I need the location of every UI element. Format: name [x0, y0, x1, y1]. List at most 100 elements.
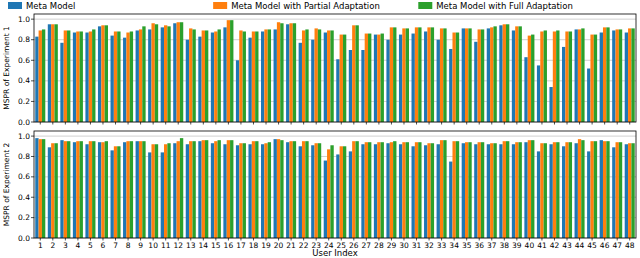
bar [205, 140, 208, 238]
x-tick-label: 11 [161, 241, 171, 250]
bar [427, 143, 430, 238]
bar [556, 142, 559, 238]
x-tick [165, 122, 166, 125]
y-tick-label: 0.2 [18, 213, 30, 222]
bar [493, 26, 496, 122]
x-tick-label: 46 [600, 241, 610, 250]
x-tick [316, 122, 317, 125]
bar [540, 31, 543, 122]
bar [562, 47, 565, 122]
bar [318, 143, 321, 238]
bar [612, 30, 615, 122]
bar [268, 29, 271, 122]
bar [268, 142, 271, 238]
bar [393, 27, 396, 122]
bar [377, 142, 380, 238]
bar [123, 38, 126, 122]
x-tick-label: 37 [487, 241, 497, 250]
bar [519, 142, 522, 238]
bar [340, 146, 343, 238]
bar [105, 141, 108, 238]
bar [227, 20, 230, 122]
bar [218, 29, 221, 122]
bar [167, 143, 170, 238]
bar [274, 139, 277, 238]
x-tick [328, 122, 329, 125]
bar [462, 28, 465, 122]
bar [443, 28, 446, 122]
bar [553, 142, 556, 238]
bar [35, 138, 38, 238]
x-tick [567, 122, 568, 125]
x-tick-label: 42 [550, 241, 560, 250]
bar [236, 145, 239, 238]
bar [117, 31, 120, 122]
bar [155, 144, 158, 238]
x-tick-label: 44 [575, 241, 585, 250]
x-tick [617, 122, 618, 125]
bar [619, 142, 622, 238]
bar [85, 144, 88, 238]
bar [590, 35, 593, 122]
bar [406, 28, 409, 122]
x-tick-label: 45 [587, 241, 597, 250]
bar [537, 151, 540, 238]
bar [368, 34, 371, 122]
x-tick [529, 122, 530, 125]
x-tick-label: 4 [76, 241, 81, 250]
bar [424, 31, 427, 122]
y-tick-label: 0.0 [18, 118, 30, 127]
bar [177, 22, 180, 122]
bar [151, 144, 154, 238]
bar [164, 25, 167, 122]
bar [544, 30, 547, 122]
x-tick-label: 7 [113, 241, 118, 250]
bar [487, 28, 490, 122]
bar [603, 27, 606, 122]
bar [286, 24, 289, 122]
bar [465, 28, 468, 122]
bar [524, 57, 527, 122]
y-tick-label: 1.0 [18, 132, 30, 141]
x-tick-label: 21 [286, 241, 296, 250]
x-tick [592, 122, 593, 125]
bar [575, 143, 578, 238]
bar [427, 27, 430, 122]
bar [512, 30, 515, 122]
bar [236, 60, 239, 122]
y-tick-label: 0.6 [18, 172, 30, 181]
bar [243, 31, 246, 122]
bar [418, 27, 421, 122]
bar [565, 31, 568, 122]
bar [189, 28, 192, 122]
bar [189, 141, 192, 238]
bar [578, 29, 581, 122]
bar [415, 27, 418, 122]
y-tick [31, 217, 34, 218]
bar [305, 29, 308, 122]
bar [248, 144, 251, 238]
legend-swatch [8, 2, 22, 9]
bar [252, 141, 255, 238]
y-tick [31, 136, 34, 137]
x-tick-label: 1 [38, 241, 43, 250]
bar [431, 143, 434, 238]
y-tick-label: 0.8 [18, 35, 30, 44]
bar [198, 37, 201, 122]
bar [54, 143, 57, 238]
bar [161, 27, 164, 122]
bar [299, 146, 302, 238]
bar [76, 141, 79, 238]
bar [315, 143, 318, 238]
y-tick [31, 19, 34, 20]
bar [506, 24, 509, 122]
bar [293, 23, 296, 122]
y-tick [31, 156, 34, 157]
bar [42, 139, 45, 238]
bar [440, 140, 443, 238]
bar [289, 141, 292, 238]
bar [198, 141, 201, 238]
bar [202, 140, 205, 238]
bar [280, 23, 283, 122]
bar [478, 29, 481, 122]
